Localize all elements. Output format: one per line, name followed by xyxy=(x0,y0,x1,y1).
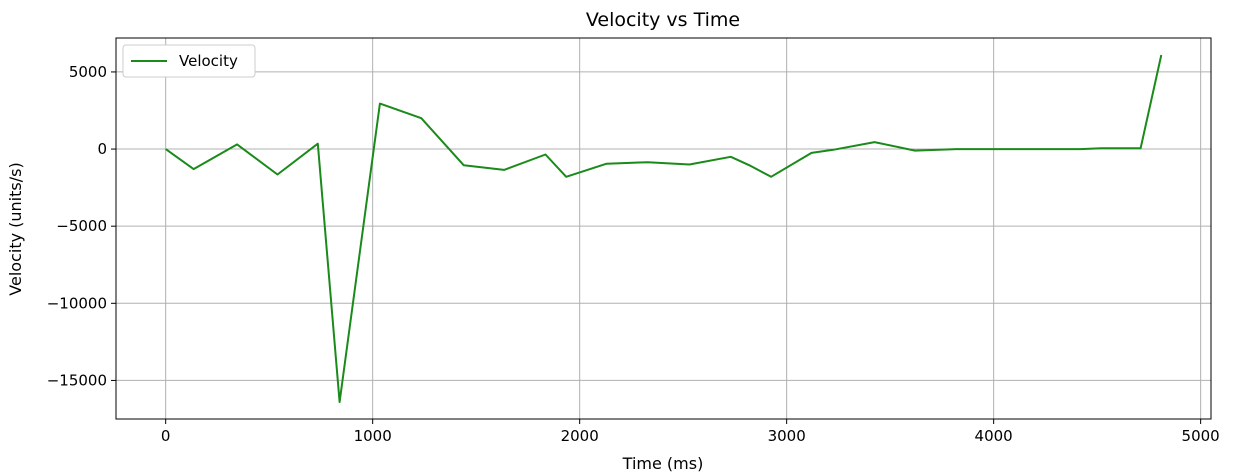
chart-title: Velocity vs Time xyxy=(586,9,740,31)
x-tick-label: 1000 xyxy=(354,427,392,445)
plot-frame xyxy=(115,37,1212,420)
y-tick-label: −10000 xyxy=(47,294,107,312)
x-tick-label: 5000 xyxy=(1182,427,1220,445)
legend-label-velocity: Velocity xyxy=(179,52,238,70)
series-layer xyxy=(165,54,1163,403)
x-tick-label: 2000 xyxy=(561,427,599,445)
x-axis-title: Time (ms) xyxy=(622,454,704,473)
y-tick-label: 5000 xyxy=(69,63,107,81)
series-line-velocity xyxy=(165,54,1163,403)
legend-box xyxy=(122,44,256,78)
ticks: 0 1000 2000 3000 4000 5000 5000 0 −5000 −10000 −15… xyxy=(47,63,1220,445)
y-tick-label: 0 xyxy=(97,140,107,158)
y-tick-label: −5000 xyxy=(56,217,107,235)
x-tick-label: 4000 xyxy=(975,427,1013,445)
x-tick-label: 0 xyxy=(161,427,171,445)
legend: Velocity xyxy=(122,44,256,78)
y-tick-label: −15000 xyxy=(47,371,107,389)
y-axis-title: Velocity (units/s) xyxy=(6,162,25,295)
grid xyxy=(116,38,1211,419)
x-tick-label: 3000 xyxy=(768,427,806,445)
